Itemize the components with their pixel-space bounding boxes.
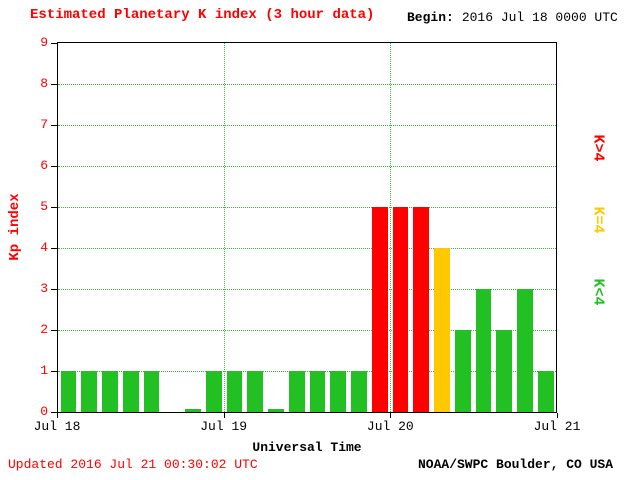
kp-bar bbox=[309, 371, 326, 412]
kp-bar bbox=[185, 409, 201, 412]
x-tick-label: Jul 18 bbox=[33, 419, 81, 434]
y-tick-mark bbox=[51, 125, 57, 126]
y-tick-label: 0 bbox=[40, 404, 48, 419]
kp-bar bbox=[288, 371, 305, 412]
kp-bar bbox=[413, 207, 429, 412]
y-tick-mark bbox=[51, 371, 57, 372]
kp-bar bbox=[475, 289, 492, 412]
y-tick-label: 3 bbox=[40, 281, 48, 296]
kp-bar bbox=[496, 330, 512, 412]
gridline-horizontal bbox=[58, 125, 556, 126]
x-tick-label: Jul 20 bbox=[366, 419, 414, 434]
x-tick-mark bbox=[223, 413, 225, 418]
x-tick-label: Jul 21 bbox=[533, 419, 581, 434]
y-tick-label: 5 bbox=[40, 199, 48, 214]
x-tick-label: Jul 19 bbox=[200, 419, 248, 434]
kp-bar bbox=[226, 371, 243, 412]
kp-bar bbox=[102, 371, 118, 412]
legend-k-eq-4: K=4 bbox=[589, 206, 607, 234]
y-tick-mark bbox=[51, 84, 57, 85]
y-tick-mark bbox=[51, 330, 57, 331]
kp-bar bbox=[434, 248, 450, 412]
y-tick-mark bbox=[51, 289, 57, 290]
gridline-horizontal bbox=[58, 330, 556, 331]
x-axis-title: Universal Time bbox=[252, 440, 362, 455]
begin-label: Begin: bbox=[407, 10, 454, 25]
kp-bar bbox=[205, 371, 222, 412]
kp-bar bbox=[351, 371, 367, 412]
gridline-horizontal bbox=[58, 166, 556, 167]
kp-bar bbox=[371, 207, 388, 412]
kp-bar bbox=[247, 371, 263, 412]
kp-bar bbox=[454, 330, 471, 412]
kp-bar bbox=[122, 371, 139, 412]
y-tick-mark bbox=[51, 412, 57, 413]
y-tick-mark bbox=[51, 207, 57, 208]
kp-bar bbox=[392, 207, 409, 412]
x-tick-mark bbox=[557, 413, 558, 418]
y-tick-mark bbox=[51, 166, 57, 167]
y-tick-mark bbox=[51, 43, 57, 44]
kp-bar bbox=[537, 371, 554, 412]
y-tick-label: 7 bbox=[40, 117, 48, 132]
updated-timestamp: Updated 2016 Jul 21 00:30:02 UTC bbox=[8, 457, 258, 472]
y-tick-label: 2 bbox=[40, 322, 48, 337]
begin-annotation: Begin: 2016 Jul 18 0000 UTC bbox=[407, 10, 618, 25]
y-tick-label: 1 bbox=[40, 363, 48, 378]
y-tick-label: 4 bbox=[40, 240, 48, 255]
kp-bar bbox=[81, 371, 97, 412]
x-tick-mark bbox=[390, 413, 392, 418]
gridline-horizontal bbox=[58, 207, 556, 208]
plot-area bbox=[57, 42, 557, 413]
gridline-vertical bbox=[224, 43, 225, 412]
kp-bar bbox=[143, 371, 160, 412]
y-tick-label: 8 bbox=[40, 76, 48, 91]
kp-bar bbox=[268, 409, 284, 412]
begin-value: 2016 Jul 18 0000 UTC bbox=[461, 10, 618, 25]
legend-k-gt-4: K>4 bbox=[589, 134, 607, 162]
gridline-horizontal bbox=[58, 289, 556, 290]
gridline-horizontal bbox=[58, 248, 556, 249]
kp-bar bbox=[330, 371, 346, 412]
y-tick-label: 9 bbox=[40, 35, 48, 50]
chart-title: Estimated Planetary K index (3 hour data… bbox=[30, 7, 375, 23]
kp-bar bbox=[60, 371, 77, 412]
gridline-horizontal bbox=[58, 371, 556, 372]
gridline-vertical bbox=[390, 43, 391, 412]
gridline-horizontal bbox=[58, 84, 556, 85]
legend-k-lt-4: K<4 bbox=[589, 278, 607, 306]
kp-bar bbox=[517, 289, 533, 412]
x-tick-mark bbox=[57, 413, 58, 418]
source-credit: NOAA/SWPC Boulder, CO USA bbox=[418, 457, 614, 472]
y-tick-label: 6 bbox=[40, 158, 48, 173]
y-tick-mark bbox=[51, 248, 57, 249]
